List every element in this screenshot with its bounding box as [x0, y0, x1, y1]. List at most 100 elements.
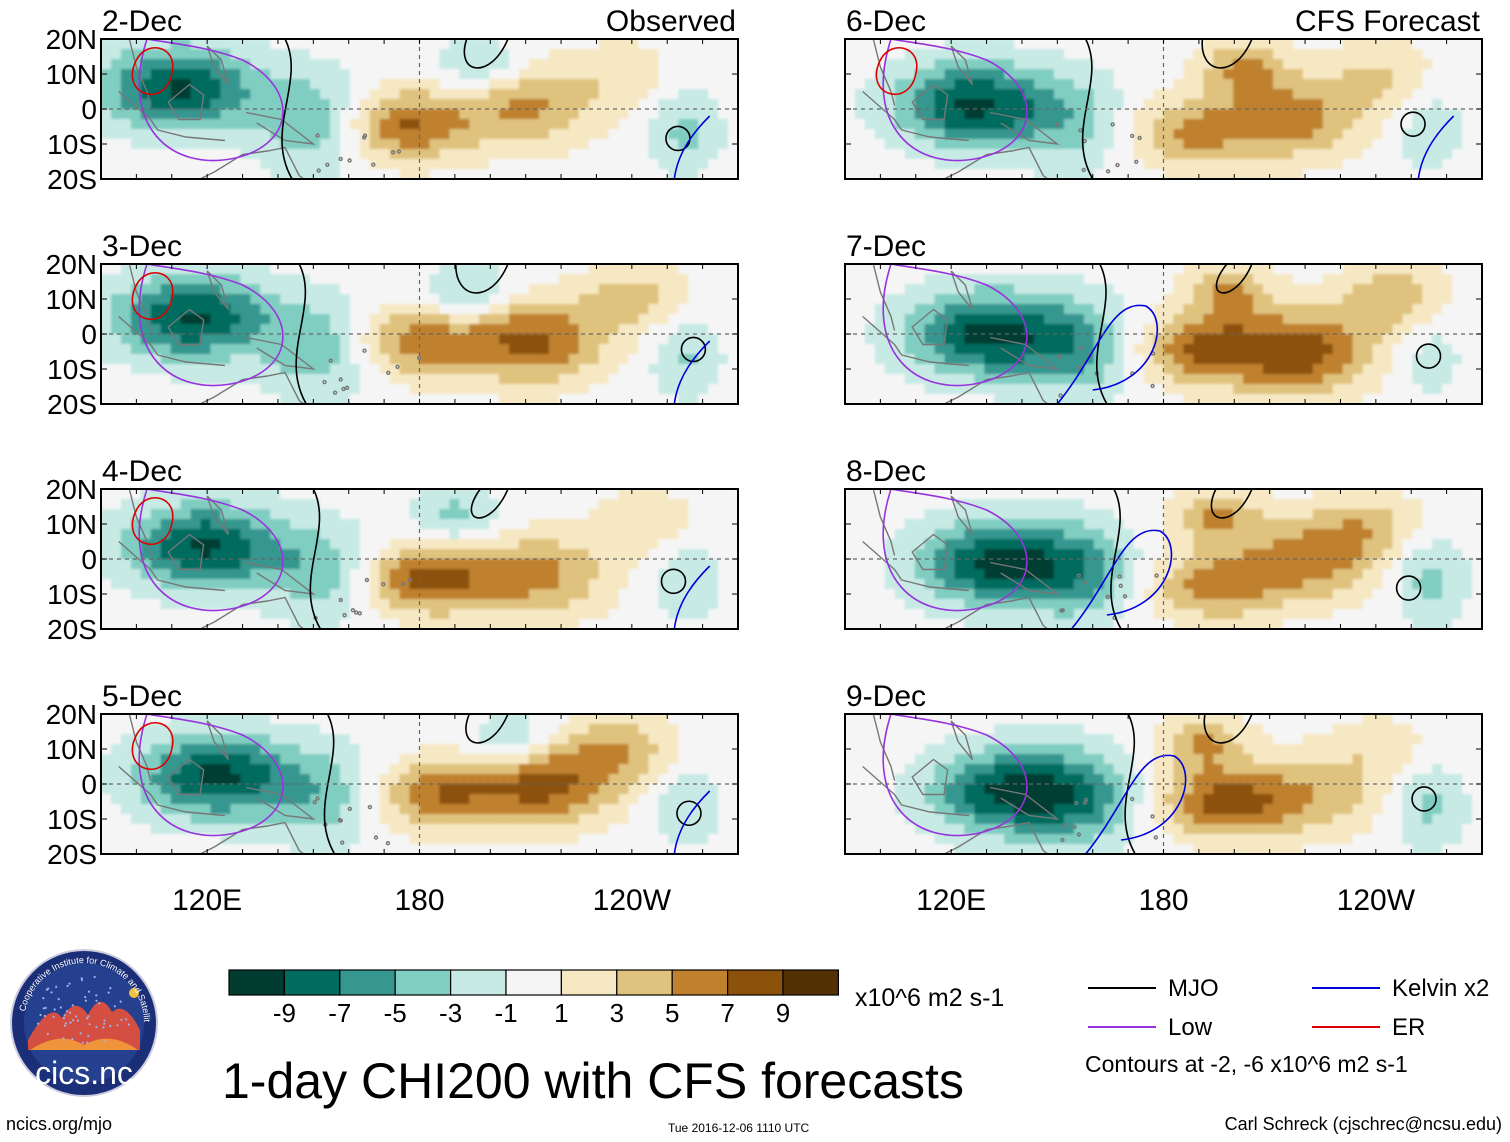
contour-mjo [676, 800, 702, 827]
logo-dot [42, 1007, 45, 1010]
date-label-6-dec: 6-Dec [846, 5, 926, 38]
contour-mjo [1411, 786, 1437, 812]
logo-dot [79, 1032, 82, 1035]
main-title: 1-day CHI200 with CFS forecasts [222, 1053, 964, 1109]
lon-tick-label: 120E [172, 884, 242, 917]
contour-low [138, 714, 284, 837]
shading-3-dec [101, 264, 738, 404]
contour-mjo [1124, 714, 1136, 854]
date-label-4-dec: 4-Dec [102, 455, 182, 488]
date-label-3-dec: 3-Dec [102, 230, 182, 263]
logo-dot [80, 977, 83, 980]
contour-er [875, 46, 918, 96]
contours [131, 39, 711, 179]
date-label-9-dec: 9-Dec [846, 680, 926, 713]
contour-kelvin [1070, 529, 1173, 629]
panel-6-dec: 6-Dec [844, 5, 1483, 180]
contour-mjo [454, 264, 509, 294]
logo-dot [86, 1017, 89, 1020]
footer-author[interactable]: Carl Schreck (cjschrec@ncsu.edu) [1224, 1114, 1502, 1134]
colorbar-swatch [782, 969, 840, 996]
contours [882, 489, 1422, 629]
contour-kelvin [673, 790, 711, 854]
contour-mjo [1203, 714, 1253, 744]
colorbar-swatch [450, 969, 507, 996]
contour-kelvin [1085, 754, 1187, 854]
lat-tick-label: 20S [47, 839, 97, 870]
coastlines [118, 264, 422, 404]
lon-tick-label: 120E [916, 884, 986, 917]
logo-dot [102, 1026, 105, 1029]
logo-dot [75, 1015, 78, 1018]
logo-dot [42, 997, 45, 1000]
contour-mjo [1081, 39, 1094, 179]
logo-dot [63, 1014, 66, 1017]
contour-mjo [1415, 343, 1442, 369]
colorbar-swatch [726, 969, 784, 996]
logo-dot [86, 1041, 89, 1044]
logo-dot [95, 999, 98, 1002]
contour-mjo [1215, 264, 1253, 294]
logo-dot [88, 1023, 91, 1026]
logo-text: cics.nc [35, 1055, 133, 1091]
logo-dot [62, 1037, 65, 1040]
lat-tick-label: 0 [81, 94, 97, 125]
colorbar-swatch [339, 969, 396, 996]
logo-dot [80, 978, 84, 982]
shading-7-dec [845, 264, 1482, 404]
contour-mjo [281, 39, 293, 179]
contour-mjo [1395, 575, 1422, 601]
contour-kelvin [673, 115, 711, 179]
logo-dot [71, 1037, 74, 1041]
logo-dot [43, 1014, 47, 1018]
contours [131, 489, 711, 629]
logo-dot [109, 987, 112, 990]
logo-dot [62, 1017, 65, 1020]
logo-dot [57, 998, 60, 1001]
logo-dot [87, 990, 91, 993]
colorbar-label: -1 [494, 998, 517, 1028]
contour-mjo [465, 714, 509, 744]
panel-7-dec: 7-Dec [844, 230, 1483, 405]
colorbar-swatch [505, 969, 563, 996]
logo-dot [39, 1013, 42, 1017]
colorbar-label: -9 [273, 998, 296, 1028]
colorbar-label: 1 [554, 998, 568, 1028]
footer-url[interactable]: ncics.org/mjo [6, 1114, 113, 1134]
colorbar-label: -5 [384, 998, 407, 1028]
lat-tick-label: 20N [46, 249, 97, 280]
axes-layer: Observed 120E 180 120W CFS Forecast 120E 180 12… [172, 5, 1481, 917]
panels-layer: 2-Dec20N10N010S20S3-Dec20N10N010S20S4-De… [46, 5, 1483, 870]
lat-tick-label: 10S [47, 804, 97, 835]
colorbar-label: 5 [665, 998, 679, 1028]
logo-dot [52, 1015, 55, 1018]
contours [882, 264, 1442, 404]
lat-tick-label: 10S [47, 354, 97, 385]
lon-tick-label: 120W [1337, 884, 1416, 917]
colorbar-swatch [394, 969, 452, 996]
logo-dot [68, 982, 71, 985]
logo-dot [98, 1002, 101, 1005]
logo-dot [109, 1024, 112, 1028]
contours [882, 714, 1437, 854]
legend-label-mjo: MJO [1168, 975, 1219, 1002]
lat-tick-label: 20N [46, 24, 97, 55]
logo-dot [45, 988, 49, 991]
logo-dot [71, 1004, 74, 1007]
contour-low [882, 39, 1028, 162]
contour-mjo [323, 714, 336, 854]
contours [875, 39, 1455, 179]
date-label-5-dec: 5-Dec [102, 680, 182, 713]
logo-dot [127, 1023, 130, 1026]
logo-dot [103, 1022, 106, 1025]
contour-low [138, 489, 284, 612]
logo-dot [55, 985, 58, 989]
lat-tick-label: 10N [46, 509, 97, 540]
colorbar-swatch [228, 969, 286, 996]
contour-mjo [295, 264, 307, 404]
coastlines [118, 714, 391, 854]
contour-low [882, 489, 1028, 612]
